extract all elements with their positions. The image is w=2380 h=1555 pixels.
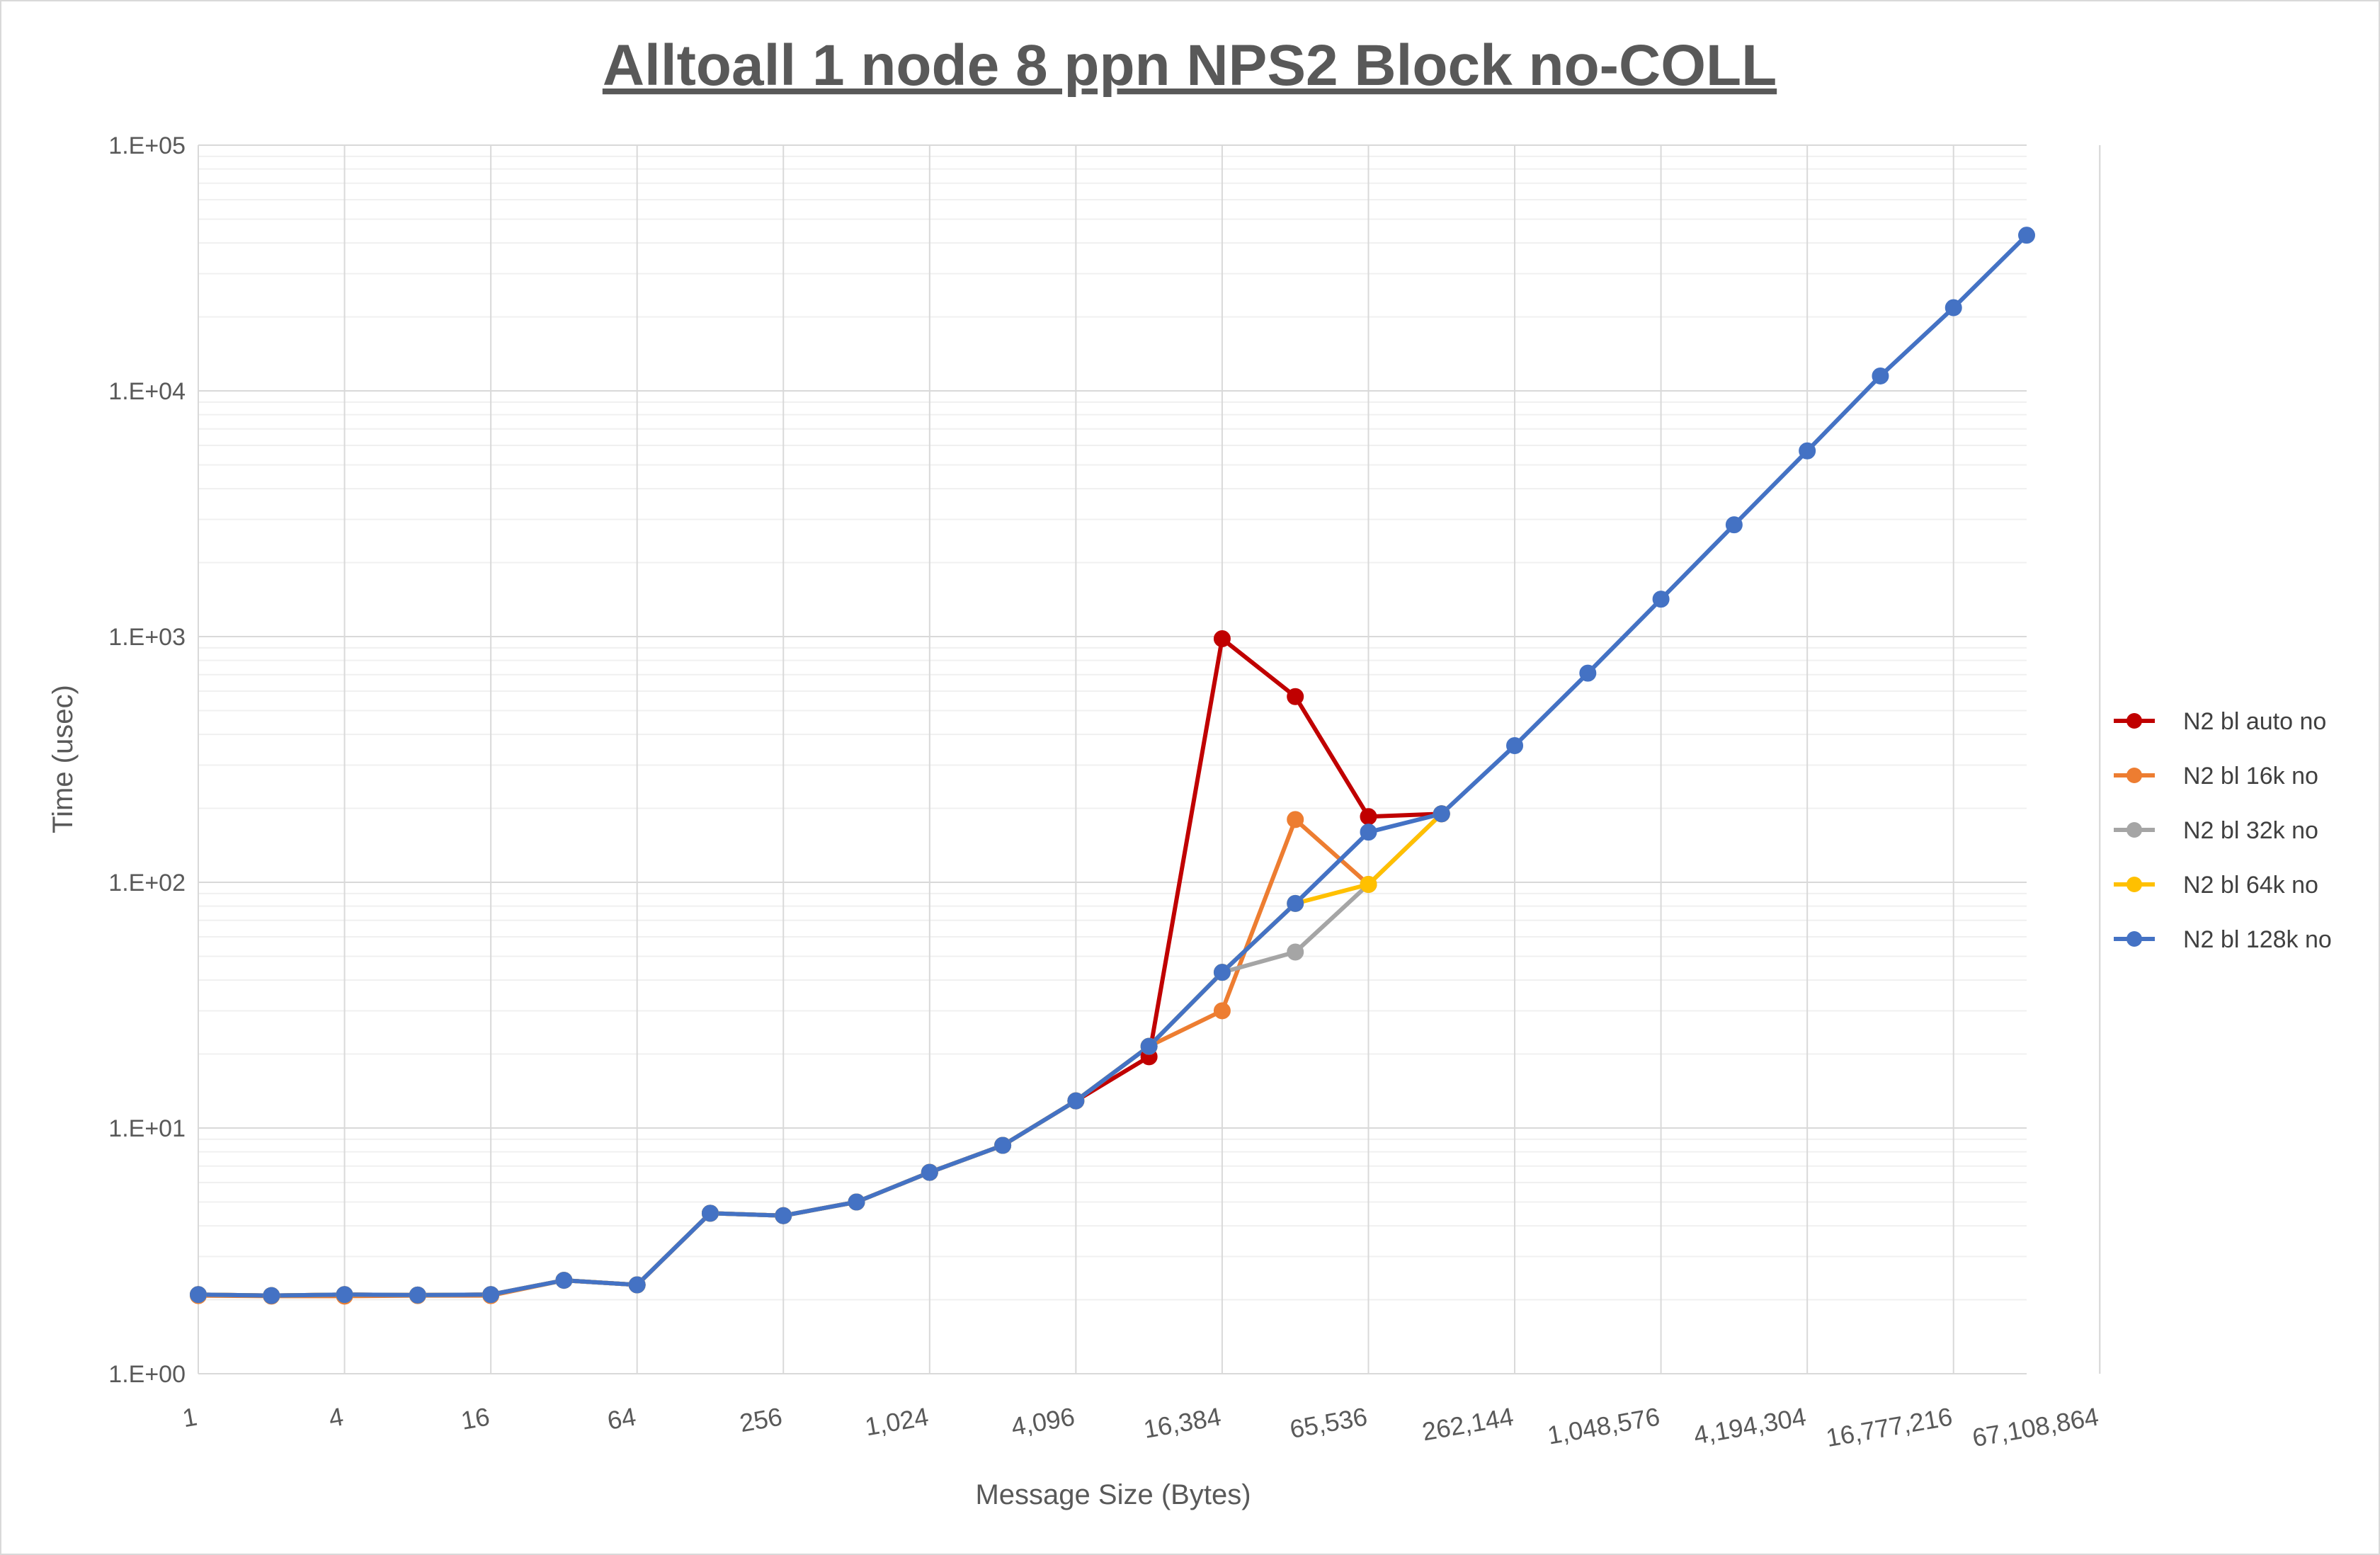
x-axis-tick-labels: 1 4 16 64 256 1,024 4,096 16,384 65,536 262,144 1,… <box>181 1402 2101 1453</box>
x-tick-label: 16,777,216 <box>1824 1402 1955 1453</box>
data-point <box>2018 227 2035 244</box>
x-tick-label: 1 <box>181 1402 200 1433</box>
data-point <box>1287 894 1304 912</box>
data-point <box>1360 824 1377 841</box>
legend-swatch-marker <box>2126 877 2142 892</box>
x-axis-title: Message Size (Bytes) <box>975 1479 1251 1510</box>
data-point <box>1213 1002 1231 1020</box>
data-point <box>1945 299 1962 317</box>
series-line-0 <box>198 637 1442 1298</box>
data-point <box>628 1276 646 1294</box>
y-tick-label: 1.E+03 <box>108 624 186 651</box>
data-point <box>1287 943 1304 961</box>
minor-gridlines <box>198 155 2027 1301</box>
data-point <box>1067 1092 1085 1110</box>
major-gridlines <box>198 144 2101 1374</box>
data-point <box>701 1204 719 1222</box>
x-tick-label: 1,024 <box>862 1402 930 1442</box>
y-tick-label: 1.E+05 <box>108 132 186 159</box>
data-point <box>555 1272 573 1289</box>
data-point <box>1725 516 1743 534</box>
y-tick-label: 1.E+01 <box>108 1115 186 1142</box>
x-tick-label: 16 <box>459 1402 492 1435</box>
x-tick-label: 1,048,576 <box>1545 1402 1662 1450</box>
legend-label: N2 bl 128k no <box>2183 926 2332 953</box>
data-point <box>263 1287 280 1304</box>
x-tick-label: 4 <box>326 1402 346 1433</box>
y-axis-title: Time (usec) <box>47 685 79 833</box>
legend-swatch-marker <box>2126 931 2142 947</box>
x-tick-label: 67,108,864 <box>1970 1402 2101 1453</box>
series-lines <box>198 234 2029 1299</box>
x-tick-label: 4,096 <box>1009 1402 1077 1442</box>
series-line-1 <box>198 812 1443 1299</box>
data-point <box>1506 736 1524 754</box>
series-markers <box>190 227 2035 1305</box>
data-point <box>1579 664 1597 682</box>
data-point <box>1652 591 1670 608</box>
x-tick-label: 65,536 <box>1287 1402 1370 1444</box>
data-point <box>1872 367 1889 385</box>
legend-label: N2 bl 16k no <box>2183 763 2318 790</box>
chart-title: Alltoall 1 node 8 ppn NPS2 Block no-COLL <box>603 33 1777 98</box>
data-point <box>1360 876 1377 894</box>
y-axis-tick-labels: 1.E+00 1.E+01 1.E+02 1.E+03 1.E+04 1.E+05 <box>108 132 186 1388</box>
legend-swatch-marker <box>2126 822 2142 838</box>
data-point <box>1213 630 1231 648</box>
legend-swatch-marker <box>2126 768 2142 783</box>
data-point <box>921 1163 938 1181</box>
data-point <box>775 1207 792 1224</box>
legend-label: N2 bl 32k no <box>2183 817 2318 844</box>
x-tick-label: 16,384 <box>1141 1402 1224 1444</box>
data-point <box>336 1286 353 1304</box>
data-point <box>1360 808 1377 826</box>
data-point <box>1140 1037 1158 1055</box>
legend-label: N2 bl auto no <box>2183 708 2326 735</box>
data-point <box>409 1286 426 1304</box>
data-point <box>190 1286 207 1304</box>
data-point <box>1433 805 1450 823</box>
x-tick-label: 262,144 <box>1420 1402 1515 1447</box>
y-tick-label: 1.E+04 <box>108 378 186 405</box>
y-tick-label: 1.E+00 <box>108 1361 186 1388</box>
legend-label: N2 bl 64k no <box>2183 872 2318 899</box>
data-point <box>1287 688 1304 705</box>
data-point <box>994 1137 1012 1154</box>
series-line-4 <box>198 234 2029 1298</box>
data-point <box>1799 442 1816 460</box>
legend: N2 bl auto no N2 bl 16k no N2 bl 32k no N2 … <box>2114 708 2332 953</box>
x-tick-label: 256 <box>737 1402 784 1438</box>
data-point <box>1213 964 1231 981</box>
data-point <box>848 1193 865 1211</box>
x-tick-label: 4,194,304 <box>1692 1402 1809 1450</box>
data-point <box>1287 811 1304 828</box>
y-tick-label: 1.E+02 <box>108 870 186 896</box>
data-point <box>482 1286 500 1304</box>
x-tick-label: 64 <box>605 1402 639 1435</box>
legend-swatch-marker <box>2126 713 2142 729</box>
